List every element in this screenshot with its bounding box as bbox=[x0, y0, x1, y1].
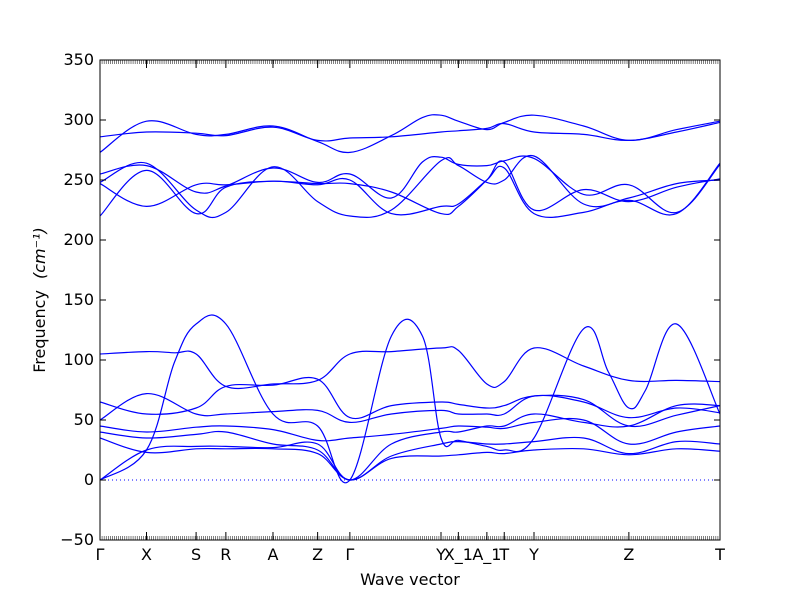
x-tick-label: Z bbox=[623, 545, 634, 564]
phonon-branch-5 bbox=[100, 162, 720, 218]
x-tick-label: T bbox=[714, 545, 725, 564]
y-tick-label: −50 bbox=[60, 530, 94, 549]
phonon-branch-14 bbox=[100, 403, 720, 481]
y-tick-label: 50 bbox=[74, 410, 94, 429]
x-tick-label: A bbox=[268, 545, 279, 564]
x-tick-label: Z bbox=[312, 545, 323, 564]
phonon-branch-11 bbox=[100, 417, 720, 445]
x-tick-label: Y bbox=[435, 545, 446, 564]
phonon-branch-3 bbox=[100, 155, 720, 214]
phonon-branch-12 bbox=[100, 430, 720, 481]
phonon-branch-9 bbox=[100, 376, 720, 428]
y-tick-label: 300 bbox=[63, 110, 94, 129]
phonon-branch-10 bbox=[100, 392, 720, 424]
y-axis-label: Frequency (cm⁻¹) bbox=[30, 227, 49, 372]
phonon-branch-4 bbox=[100, 154, 720, 219]
x-tick-label: X_1 bbox=[444, 545, 473, 565]
y-axis-label-unit: (cm⁻¹) bbox=[30, 227, 49, 279]
y-tick-label: 200 bbox=[63, 230, 94, 249]
y-axis-label-text: Frequency bbox=[30, 290, 49, 373]
phonon-branch-7 bbox=[100, 346, 720, 390]
phonon-branch-6 bbox=[100, 160, 720, 216]
y-tick-label: 350 bbox=[63, 50, 94, 69]
y-tick-label: 250 bbox=[63, 170, 94, 189]
x-tick-label: A_1 bbox=[472, 545, 501, 565]
x-tick-label: R bbox=[220, 545, 231, 564]
plot-frame bbox=[99, 59, 721, 541]
y-tick-label: 0 bbox=[84, 470, 94, 489]
x-tick-label: Γ bbox=[96, 545, 105, 564]
phonon-branch-13 bbox=[100, 437, 720, 481]
phonon-branch-2 bbox=[100, 114, 720, 154]
x-tick-label: Γ bbox=[345, 545, 354, 564]
y-tick-label: 100 bbox=[63, 350, 94, 369]
x-tick-label: T bbox=[498, 545, 509, 564]
x-tick-label: X bbox=[141, 545, 152, 564]
x-tick-label: S bbox=[191, 545, 201, 564]
y-tick-label: 150 bbox=[63, 290, 94, 309]
x-axis-label: Wave vector bbox=[360, 570, 460, 589]
x-tick-label: Y bbox=[528, 545, 539, 564]
phonon-branch-8 bbox=[100, 314, 720, 484]
